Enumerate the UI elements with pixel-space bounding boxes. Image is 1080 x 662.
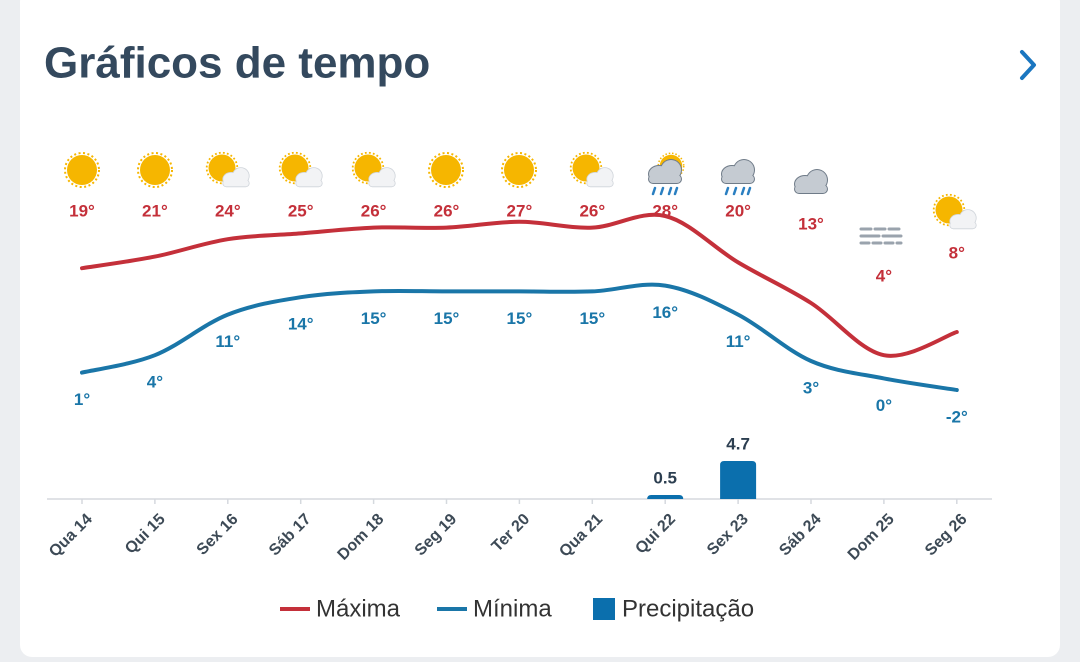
max-label: 19°: [69, 201, 95, 220]
max-label: 26°: [579, 201, 605, 220]
min-label: 11°: [215, 332, 240, 351]
min-label: 14°: [288, 315, 314, 334]
min-label: 15°: [507, 309, 533, 328]
max-line: [80, 212, 959, 358]
precipitation-label: 4.7: [726, 434, 750, 453]
legend-label: Precipitação: [622, 595, 754, 622]
legend: Máxima Mínima Precipitação: [280, 595, 754, 622]
min-label: 15°: [361, 309, 387, 328]
min-label: -2°: [946, 407, 968, 426]
card: [20, 0, 1060, 657]
legend-label: Máxima: [316, 595, 401, 622]
min-line: [80, 282, 959, 392]
max-label: 21°: [142, 201, 168, 220]
precipitation-label: 0.5: [653, 468, 677, 487]
max-label: 4°: [876, 267, 892, 286]
max-label: 8°: [949, 243, 965, 262]
min-label: 15°: [434, 309, 460, 328]
min-label: 1°: [74, 390, 90, 409]
min-label: 16°: [652, 303, 678, 322]
min-label: 11°: [726, 332, 751, 351]
precipitation-bar: [647, 494, 684, 499]
chart-title: Gráficos de tempo: [44, 39, 430, 88]
min-label: 4°: [147, 373, 163, 392]
precipitation-bar: [720, 461, 757, 499]
max-label: 20°: [725, 201, 751, 220]
legend-swatch: [593, 598, 615, 620]
max-label: 26°: [434, 201, 460, 220]
max-label: 26°: [361, 201, 387, 220]
max-label: 25°: [288, 201, 314, 220]
min-label: 0°: [876, 396, 892, 415]
legend-label: Mínima: [473, 595, 552, 622]
chevron-button[interactable]: [1020, 50, 1036, 80]
min-label: 3°: [803, 378, 819, 397]
min-label: 15°: [579, 309, 605, 328]
max-label: 28°: [652, 201, 678, 220]
max-label: 24°: [215, 201, 241, 220]
max-label: 27°: [507, 201, 533, 220]
max-label: 13°: [798, 214, 824, 233]
